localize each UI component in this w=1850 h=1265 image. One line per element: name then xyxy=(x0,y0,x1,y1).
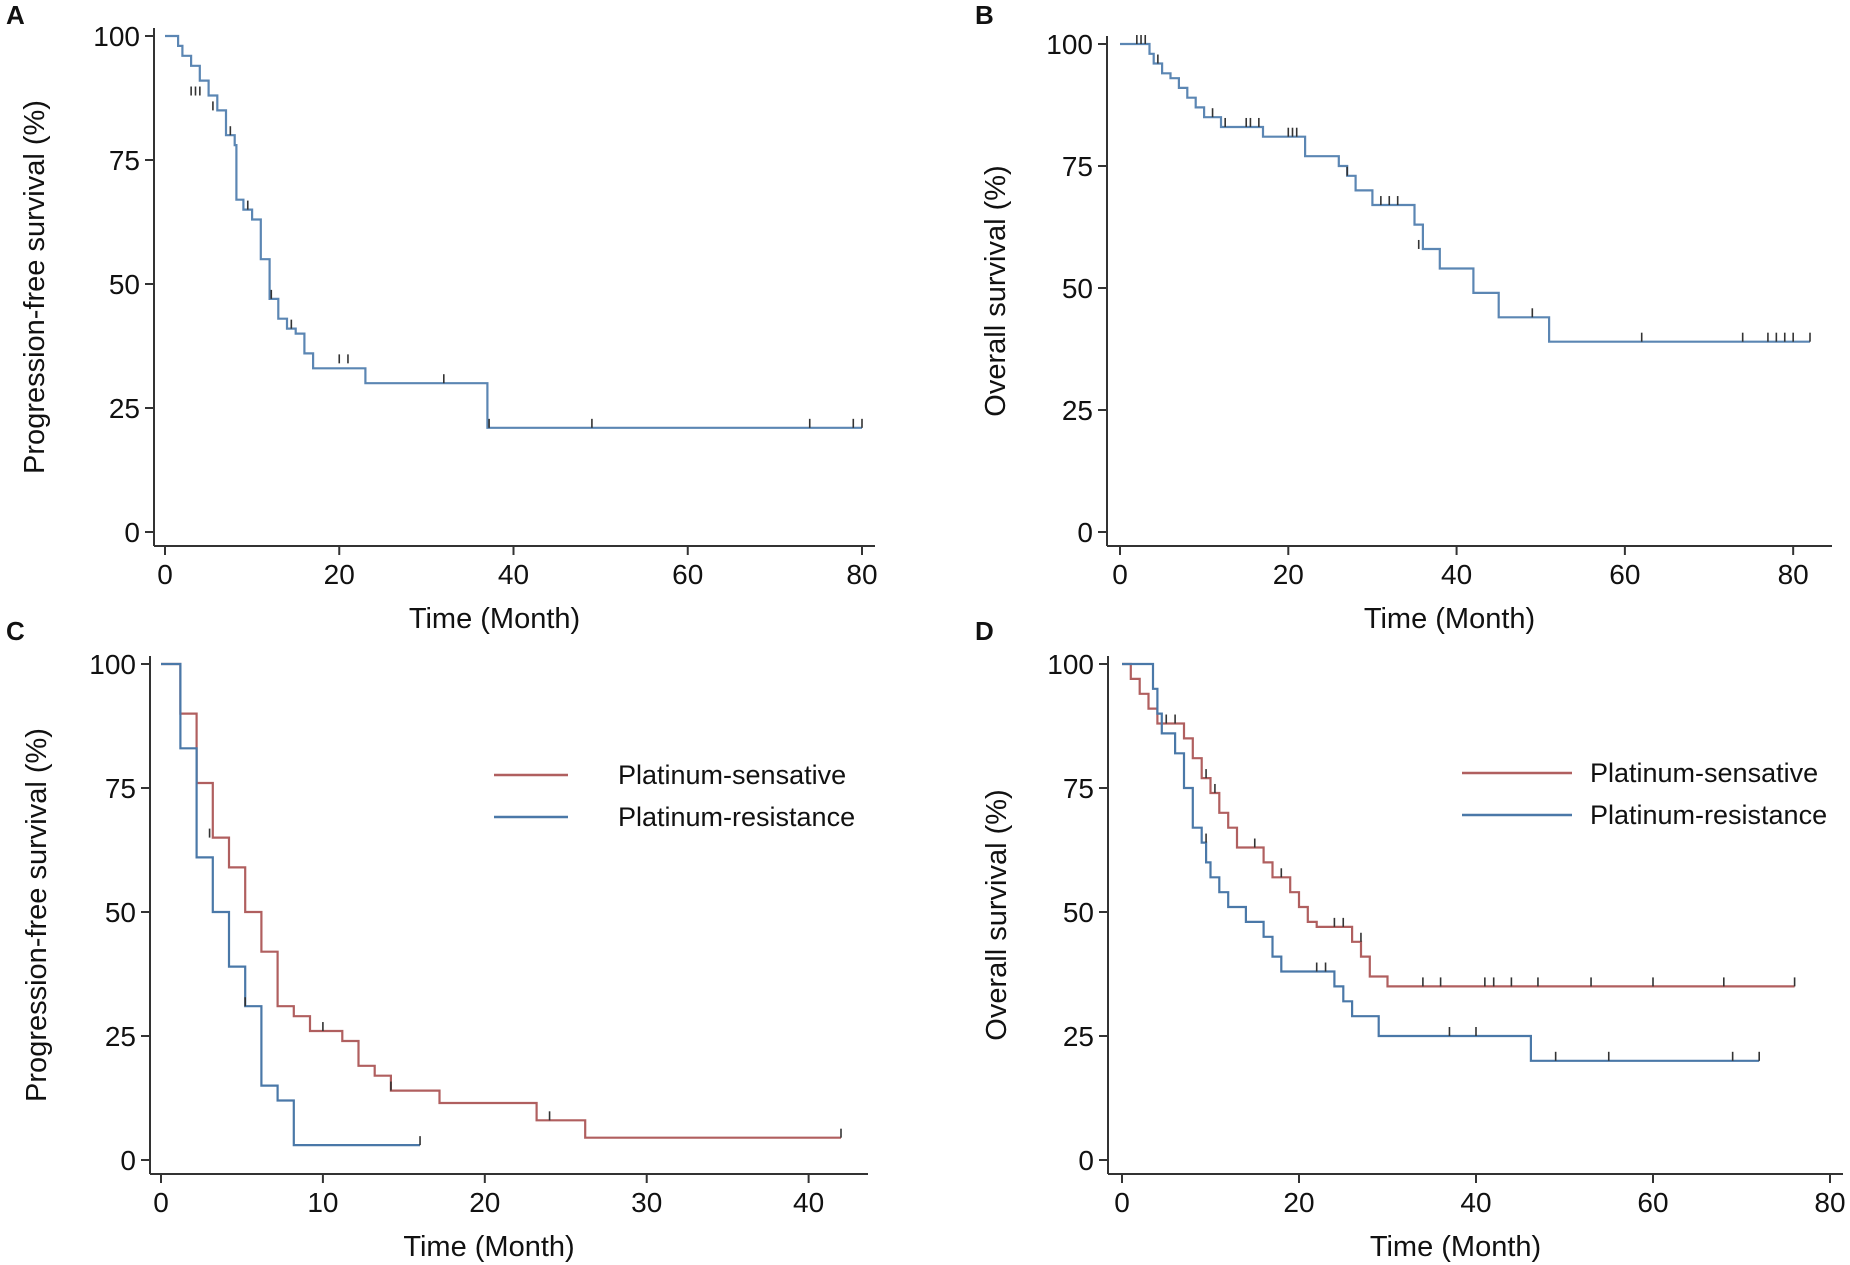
y-tick-label: 50 xyxy=(105,897,136,928)
panel-b: B 0 25 50 75 100 0 20 40 60 80 Time (Month) Overall … xyxy=(975,0,1832,635)
legend-label: Platinum-sensative xyxy=(1590,758,1818,788)
x-tick-label: 10 xyxy=(307,1187,338,1218)
survival-curve-platinum-resistance xyxy=(161,662,420,1147)
panel-d: D 0 25 50 75 100 0 20 40 60 80 Time (Month) Overall … xyxy=(975,616,1846,1263)
x-tick-label: 40 xyxy=(793,1187,824,1218)
panel-c: C 0 25 50 75 100 0 10 20 30 40 Time (Month) Progress… xyxy=(6,616,868,1263)
x-tick-label: 0 xyxy=(1114,1187,1130,1218)
survival-curve-all-patients xyxy=(1120,42,1810,343)
x-tick-label: 60 xyxy=(672,559,703,590)
y-tick-label: 100 xyxy=(1046,29,1093,60)
x-tick-label: 20 xyxy=(324,559,355,590)
x-axis-title: Time (Month) xyxy=(403,1231,574,1263)
x-axis-title: Time (Month) xyxy=(409,603,580,635)
x-tick-label: 60 xyxy=(1637,1187,1668,1218)
y-axis-title: Progression-free survival (%) xyxy=(21,728,53,1102)
x-axis-title: Time (Month) xyxy=(1370,1231,1541,1263)
y-tick-label: 25 xyxy=(109,393,140,424)
survival-curve-platinum-sensative xyxy=(161,662,841,1139)
y-tick-label: 50 xyxy=(1063,897,1094,928)
x-tick-label: 80 xyxy=(1814,1187,1845,1218)
x-tick-label: 0 xyxy=(157,559,173,590)
panel-letter: C xyxy=(6,616,25,646)
x-tick-label: 20 xyxy=(469,1187,500,1218)
legend-label: Platinum-resistance xyxy=(1590,800,1827,830)
y-tick-label: 75 xyxy=(105,773,136,804)
x-tick-label: 80 xyxy=(846,559,877,590)
x-tick-label: 20 xyxy=(1283,1187,1314,1218)
x-tick-label: 20 xyxy=(1273,559,1304,590)
x-tick-label: 40 xyxy=(1441,559,1472,590)
panel-a: A 0 25 50 75 100 0 20 40 60 80 Time (Month) Progress… xyxy=(6,0,878,635)
panel-letter: B xyxy=(975,0,994,30)
y-tick-label: 0 xyxy=(120,1145,136,1176)
survival-curve-all-patients xyxy=(165,34,862,429)
y-tick-label: 100 xyxy=(1047,649,1094,680)
survival-curve-platinum-resistance xyxy=(1122,662,1760,1062)
y-tick-label: 25 xyxy=(1062,395,1093,426)
y-tick-label: 0 xyxy=(1077,517,1093,548)
x-tick-label: 30 xyxy=(631,1187,662,1218)
y-tick-label: 100 xyxy=(89,649,136,680)
y-tick-label: 25 xyxy=(1063,1021,1094,1052)
x-tick-label: 80 xyxy=(1778,559,1809,590)
y-tick-label: 75 xyxy=(1062,151,1093,182)
legend-label: Platinum-resistance xyxy=(618,802,855,832)
x-tick-label: 0 xyxy=(1112,559,1128,590)
x-tick-label: 0 xyxy=(153,1187,169,1218)
x-tick-label: 40 xyxy=(498,559,529,590)
y-tick-label: 75 xyxy=(109,145,140,176)
y-axis-title: Overall survival (%) xyxy=(981,789,1013,1040)
y-axis-title: Progression-free survival (%) xyxy=(19,100,51,474)
y-tick-label: 75 xyxy=(1063,773,1094,804)
y-tick-label: 100 xyxy=(93,21,140,52)
y-axis-title: Overall survival (%) xyxy=(980,165,1012,416)
x-tick-label: 60 xyxy=(1609,559,1640,590)
y-tick-label: 25 xyxy=(105,1021,136,1052)
y-tick-label: 50 xyxy=(109,269,140,300)
legend-label: Platinum-sensative xyxy=(618,760,846,790)
x-axis-title: Time (Month) xyxy=(1364,603,1535,635)
y-tick-label: 0 xyxy=(124,517,140,548)
x-tick-label: 40 xyxy=(1460,1187,1491,1218)
panel-letter: A xyxy=(6,0,25,30)
y-tick-label: 0 xyxy=(1078,1145,1094,1176)
panel-letter: D xyxy=(975,616,994,646)
y-tick-label: 50 xyxy=(1062,273,1093,304)
